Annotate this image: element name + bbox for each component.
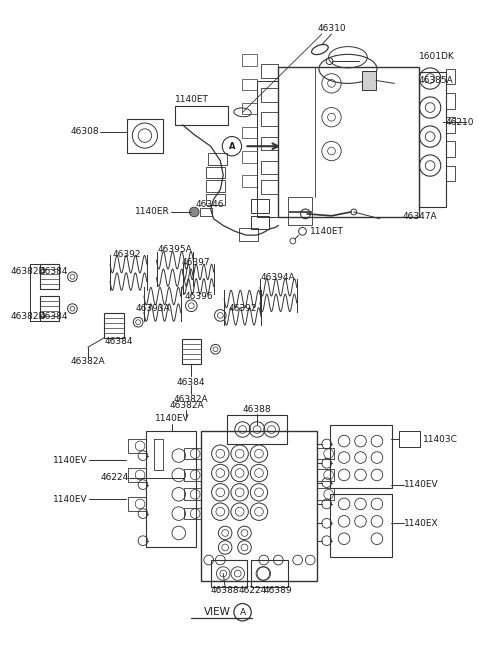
Text: 46385A: 46385A	[419, 76, 453, 85]
Text: 46395A: 46395A	[157, 245, 192, 254]
Bar	[146, 432, 196, 548]
Bar	[241, 79, 257, 90]
Bar	[445, 166, 455, 181]
Bar	[127, 119, 163, 153]
Bar	[445, 117, 455, 133]
Bar	[445, 93, 455, 109]
Bar	[317, 448, 335, 459]
Text: VIEW: VIEW	[204, 607, 231, 617]
Text: 1140ET: 1140ET	[310, 227, 344, 236]
Text: 46382D: 46382D	[11, 267, 46, 276]
Text: 46384: 46384	[39, 312, 68, 321]
Text: 46224: 46224	[100, 474, 129, 482]
Bar	[183, 448, 201, 459]
Text: 46389: 46389	[264, 586, 293, 595]
Text: 46382A: 46382A	[71, 358, 105, 366]
Text: 46397: 46397	[182, 257, 210, 267]
Bar	[181, 339, 201, 364]
Text: 46392: 46392	[112, 250, 141, 259]
Text: 46382A: 46382A	[174, 395, 209, 404]
Bar	[175, 105, 228, 125]
Text: 46393A: 46393A	[135, 304, 170, 313]
Bar	[39, 264, 59, 290]
Bar	[445, 69, 455, 84]
Bar	[129, 439, 146, 453]
Text: A: A	[240, 608, 246, 617]
Text: 46224: 46224	[238, 586, 266, 595]
Bar	[257, 81, 278, 217]
Bar	[330, 495, 393, 557]
Text: 46384: 46384	[177, 378, 205, 386]
Bar	[261, 180, 278, 194]
Circle shape	[190, 207, 199, 217]
Bar	[206, 194, 225, 205]
Bar	[39, 296, 59, 321]
Bar	[445, 141, 455, 157]
Bar	[288, 212, 312, 225]
Bar	[261, 160, 278, 174]
Bar	[206, 166, 225, 178]
Bar	[241, 127, 257, 138]
Text: 46346: 46346	[195, 200, 224, 209]
Bar	[330, 424, 393, 487]
Text: 46382D: 46382D	[11, 312, 46, 321]
Bar	[241, 151, 257, 162]
Text: 46388: 46388	[211, 586, 240, 595]
Text: 46396: 46396	[185, 291, 213, 301]
Bar	[288, 197, 312, 211]
Bar	[227, 415, 287, 444]
Bar	[251, 216, 269, 229]
Bar	[208, 153, 227, 164]
Bar	[419, 72, 445, 207]
Text: 1140EV: 1140EV	[53, 456, 88, 465]
Text: 46394A: 46394A	[261, 273, 296, 282]
Text: 46210: 46210	[445, 117, 474, 126]
Bar	[241, 54, 257, 66]
Bar	[201, 432, 317, 581]
Text: 46347A: 46347A	[402, 212, 437, 221]
Text: 1140EX: 1140EX	[404, 519, 439, 528]
Text: 46308: 46308	[71, 127, 99, 136]
Text: 1140ET: 1140ET	[175, 96, 209, 104]
Text: 1601DK: 1601DK	[419, 52, 454, 61]
Text: 46392: 46392	[228, 304, 257, 313]
Bar	[206, 180, 225, 192]
Bar	[183, 508, 201, 519]
Text: 46382A: 46382A	[169, 401, 204, 410]
Bar	[211, 560, 247, 587]
Bar	[129, 497, 146, 511]
Bar	[129, 468, 146, 481]
Text: 11403C: 11403C	[423, 435, 458, 443]
Text: 46388: 46388	[243, 405, 271, 414]
Bar	[183, 469, 201, 481]
Bar	[317, 469, 335, 481]
Text: 1140ER: 1140ER	[135, 208, 170, 216]
Bar	[104, 312, 124, 337]
Bar	[399, 432, 420, 447]
Bar	[317, 489, 335, 500]
Bar	[200, 208, 212, 216]
Bar	[251, 199, 269, 213]
Bar	[261, 136, 278, 150]
Bar	[261, 64, 278, 77]
Bar	[239, 229, 258, 241]
Text: 1140EV: 1140EV	[155, 415, 189, 423]
Bar	[278, 67, 419, 217]
Text: 46384: 46384	[105, 337, 133, 346]
Bar	[251, 560, 288, 587]
Text: A: A	[228, 141, 235, 151]
Text: 46310: 46310	[317, 24, 346, 33]
Bar	[362, 71, 376, 90]
Bar	[241, 176, 257, 187]
Bar	[183, 489, 201, 500]
Text: 46384: 46384	[39, 267, 68, 276]
Bar	[261, 88, 278, 102]
Text: 1140EV: 1140EV	[404, 480, 439, 489]
Bar	[241, 103, 257, 115]
Text: 1140EV: 1140EV	[53, 495, 88, 504]
Bar	[261, 113, 278, 126]
